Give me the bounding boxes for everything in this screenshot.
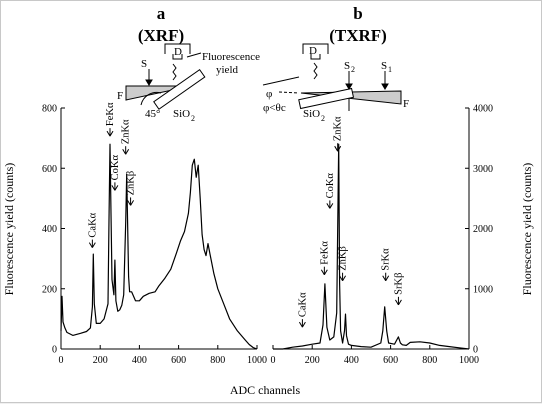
- label-leader-a: [186, 52, 202, 58]
- schematic-b-phi-cond: φ<θc: [263, 102, 286, 114]
- y-axis-title-left: Fluorescence yield (counts): [2, 163, 16, 296]
- sio2-block-a: [153, 68, 206, 110]
- schematic-b-f: F: [403, 98, 409, 110]
- sio2-block-b: [298, 87, 355, 110]
- schematic-b-s1: S: [381, 60, 387, 72]
- annotation-label-b: SrKα: [381, 248, 392, 271]
- schematic-a-fluor-2: yield: [216, 64, 238, 76]
- fluorescence-wave-a: [172, 63, 177, 81]
- x-tick-label-b: 200: [305, 355, 320, 366]
- panel-a-title: (XRF): [138, 26, 184, 45]
- y-tick-label-b: 2000: [473, 224, 493, 235]
- schematic-a-sample: SiO: [173, 108, 190, 120]
- label-leader-b: [262, 76, 300, 86]
- x-tick-label-a: 800: [210, 355, 225, 366]
- x-tick-label-a: 1000: [247, 355, 267, 366]
- panel-a: 0 200 400 600 800 1000 0 200 400 600 800 CaKα FeKα Co…: [42, 102, 267, 366]
- schematic-a-f: F: [117, 90, 123, 102]
- schematic-b-s2-sub: 2: [351, 65, 355, 74]
- fluorescence-wave-b: [313, 62, 318, 80]
- s1-arrowhead: [381, 83, 389, 90]
- annotation-label-a: FeKα: [105, 102, 116, 126]
- y-tick-label-b: 0: [473, 345, 478, 356]
- annotation-label-b: SrKβ: [393, 273, 404, 295]
- schematic-a-d: D: [174, 46, 182, 58]
- annotation-label-b: CaKα: [297, 292, 308, 317]
- panel-b-letter: b: [353, 4, 362, 23]
- panel-b-title: (TXRF): [329, 26, 387, 45]
- x-tick-label-a: 200: [93, 355, 108, 366]
- y-tick-label-a: 800: [42, 104, 57, 115]
- detector-a: [164, 43, 191, 54]
- schematic-a: [125, 43, 206, 110]
- schematic-b-sample-sub: 2: [321, 114, 325, 123]
- panel-a-letter: a: [157, 4, 166, 23]
- x-tick-label-b: 0: [271, 355, 276, 366]
- plots: 0 200 400 600 800 10000200400600800CaKαFeKαCo…: [42, 102, 493, 366]
- angle-arc-a: [140, 91, 162, 106]
- schematic-a-s: S: [141, 58, 147, 70]
- detector-b: [302, 43, 329, 54]
- y-tick-label-b: 3000: [473, 164, 493, 175]
- s2-arrowhead: [345, 83, 353, 90]
- y-tick-label-b: 1000: [473, 284, 493, 295]
- annotation-label-b: CoKα: [325, 173, 336, 199]
- x-tick-label-b: 400: [344, 355, 359, 366]
- x-tick-label-a: 400: [132, 355, 147, 366]
- schematic-b-s2: S: [344, 60, 350, 72]
- x-tick-label-a: 0: [59, 355, 64, 366]
- detector-a-window: [172, 54, 183, 60]
- y-tick-label-a: 0: [52, 345, 57, 356]
- source-arrowhead-a: [145, 79, 153, 86]
- schematic-b-sample: SiO: [303, 108, 320, 120]
- x-tick-label-b: 600: [383, 355, 398, 366]
- y-tick-label-b: 4000: [473, 104, 493, 115]
- spectrum-line-b: [273, 143, 470, 350]
- annotation-label-a: CoKα: [110, 155, 121, 181]
- y-tick-label-a: 400: [42, 224, 57, 235]
- y-axis-title-right: Fluorescence yield (counts): [520, 163, 534, 296]
- annotation-label-a: CaKα: [87, 212, 98, 237]
- schematic-b: [262, 43, 402, 111]
- panel-b: 0 200 400 600 800 100001000200030004000CaKαFe…: [271, 104, 494, 367]
- spectrum-line-a: [60, 143, 258, 350]
- phi-ref-line: [278, 91, 300, 94]
- x-axis-title: ADC channels: [230, 383, 301, 397]
- y-tick-label-a: 200: [42, 284, 57, 295]
- annotation-label-a: ZnKβ: [126, 171, 137, 196]
- x-tick-label-a: 600: [171, 355, 186, 366]
- schematic-a-sample-sub: 2: [191, 114, 195, 123]
- y-tick-label-a: 600: [42, 164, 57, 175]
- detector-b-window: [310, 54, 321, 60]
- annotation-label-b: ZnKα: [333, 116, 344, 141]
- schematic-b-phi: φ: [266, 88, 272, 100]
- x-tick-label-b: 800: [422, 355, 437, 366]
- schematic-b-d: D: [309, 45, 317, 57]
- x-tick-label-b: 1000: [459, 355, 479, 366]
- schematic-b-s1-sub: 1: [388, 65, 392, 74]
- schematic-a-fluor-1: Fluorescence: [202, 51, 260, 63]
- annotation-label-b: ZnKβ: [338, 246, 349, 271]
- annotation-label-a: ZnKα: [121, 119, 132, 144]
- schematic-a-angle: 45°: [145, 108, 160, 120]
- annotation-label-b: FeKα: [319, 241, 330, 265]
